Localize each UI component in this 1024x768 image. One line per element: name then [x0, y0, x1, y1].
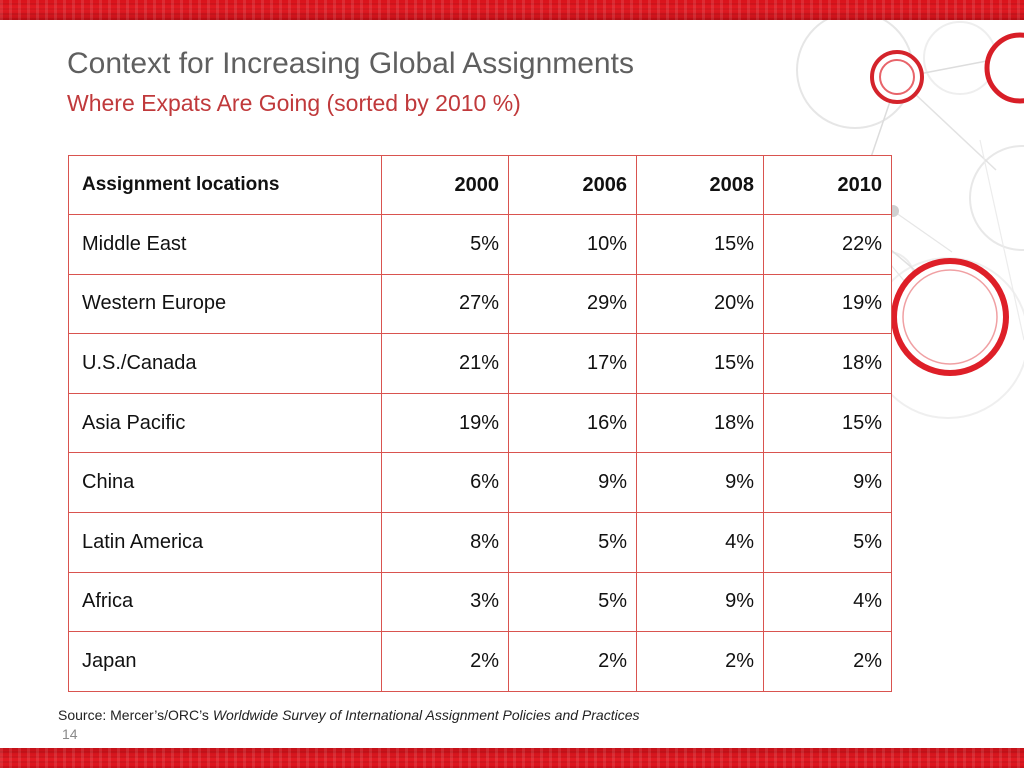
source-citation: Source: Mercer’s/ORC’s Worldwide Survey … [58, 707, 640, 723]
value-cell-2000: 21% [381, 333, 509, 394]
table-row: China 6% 9% 9% 9% [68, 452, 892, 513]
source-prefix: Source: Mercer’s/ORC’s [58, 707, 213, 723]
value-cell-2010: 9% [763, 452, 892, 513]
location-cell: Middle East [68, 214, 382, 275]
location-cell: Asia Pacific [68, 392, 382, 454]
value-cell-2000: 5% [381, 214, 509, 275]
value-cell-2000: 3% [381, 571, 509, 633]
value-cell-2000: 27% [381, 273, 509, 335]
slide-title: Context for Increasing Global Assignment… [67, 47, 634, 80]
value-cell-2008: 2% [636, 631, 764, 692]
value-cell-2006: 2% [508, 631, 637, 692]
table-header-row: Assignment locations 2000 2006 2008 2010 [68, 155, 892, 215]
column-header-2000: 2000 [381, 155, 509, 215]
assignment-locations-table: Assignment locations 2000 2006 2008 2010… [68, 155, 892, 692]
value-cell-2008: 4% [636, 511, 764, 573]
value-cell-2006: 10% [508, 214, 637, 275]
value-cell-2006: 5% [508, 571, 637, 633]
column-header-2006: 2006 [508, 155, 637, 215]
table-row: U.S./Canada 21% 17% 15% 18% [68, 333, 892, 394]
table-row: Africa 3% 5% 9% 4% [68, 571, 892, 633]
source-survey-title: Worldwide Survey of International Assign… [212, 707, 640, 723]
top-red-band [0, 0, 1024, 20]
table-row: Middle East 5% 10% 15% 22% [68, 214, 892, 275]
table-row: Western Europe 27% 29% 20% 19% [68, 273, 892, 335]
value-cell-2000: 8% [381, 511, 509, 573]
column-header-location: Assignment locations [68, 155, 382, 215]
value-cell-2010: 4% [763, 571, 892, 633]
value-cell-2008: 15% [636, 333, 764, 394]
table-row: Japan 2% 2% 2% 2% [68, 631, 892, 692]
value-cell-2006: 17% [508, 333, 637, 394]
value-cell-2008: 18% [636, 392, 764, 454]
table-row: Asia Pacific 19% 16% 18% 15% [68, 392, 892, 454]
bottom-red-band [0, 748, 1024, 768]
value-cell-2000: 6% [381, 452, 509, 513]
location-cell: Japan [68, 631, 382, 692]
value-cell-2010: 5% [763, 511, 892, 573]
value-cell-2006: 29% [508, 273, 637, 335]
value-cell-2008: 9% [636, 452, 764, 513]
location-cell: China [68, 452, 382, 513]
table-row: Latin America 8% 5% 4% 5% [68, 511, 892, 573]
location-cell: Latin America [68, 511, 382, 573]
value-cell-2008: 9% [636, 571, 764, 633]
value-cell-2000: 2% [381, 631, 509, 692]
network-circles-decoration [796, 20, 1024, 419]
value-cell-2006: 9% [508, 452, 637, 513]
location-cell: U.S./Canada [68, 333, 382, 394]
value-cell-2006: 5% [508, 511, 637, 573]
value-cell-2010: 19% [763, 273, 892, 335]
value-cell-2008: 20% [636, 273, 764, 335]
value-cell-2008: 15% [636, 214, 764, 275]
value-cell-2010: 22% [763, 214, 892, 275]
slide-subtitle: Where Expats Are Going (sorted by 2010 %… [67, 90, 521, 116]
value-cell-2010: 15% [763, 392, 892, 454]
column-header-2010: 2010 [763, 155, 892, 215]
value-cell-2006: 16% [508, 392, 637, 454]
value-cell-2010: 2% [763, 631, 892, 692]
column-header-2008: 2008 [636, 155, 764, 215]
value-cell-2010: 18% [763, 333, 892, 394]
page-number: 14 [62, 726, 78, 742]
value-cell-2000: 19% [381, 392, 509, 454]
location-cell: Africa [68, 571, 382, 633]
location-cell: Western Europe [68, 273, 382, 335]
